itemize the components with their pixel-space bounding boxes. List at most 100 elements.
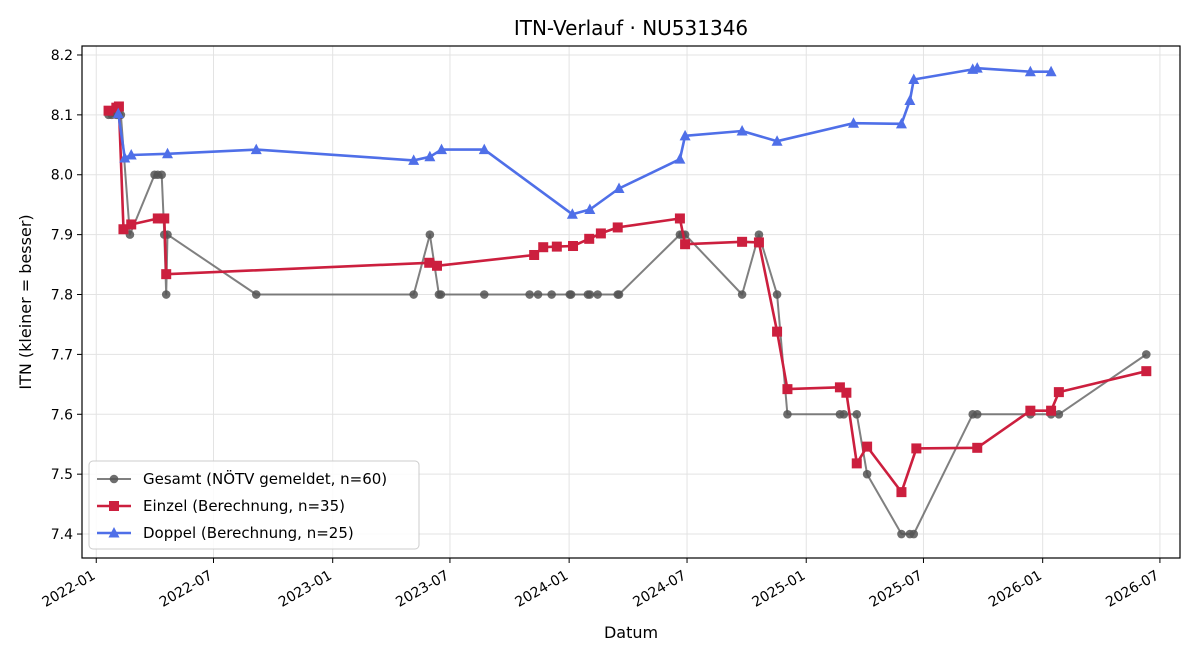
x-tick-label: 2026-01: [986, 568, 1045, 611]
data-point: [1054, 409, 1064, 419]
legend-label: Einzel (Berechnung, n=35): [143, 497, 345, 515]
data-point: [851, 458, 862, 469]
x-tick-label: 2022-07: [157, 568, 216, 611]
series-triangle: [112, 62, 1057, 219]
data-point: [103, 105, 114, 116]
plot-frame: [81, 45, 1181, 559]
x-axis: 2022-01 2022-07 2023-01 2023-07 2024-01 2024-…: [40, 558, 1162, 611]
data-point: [529, 249, 540, 260]
data-point: [109, 501, 119, 511]
data-point: [125, 148, 137, 160]
data-point: [566, 290, 576, 299]
y-tick-label: 7.7: [51, 347, 73, 363]
data-point: [1142, 350, 1151, 359]
data-point: [1053, 387, 1064, 398]
data-point: [736, 125, 748, 136]
data-point: [547, 290, 556, 299]
data-point: [612, 222, 623, 233]
data-point: [424, 150, 436, 162]
data-point: [408, 154, 420, 165]
data-point: [436, 143, 448, 155]
data-point: [568, 241, 579, 252]
data-point: [852, 409, 862, 419]
data-point: [585, 290, 595, 299]
data-point: [161, 269, 172, 280]
data-point: [584, 203, 596, 214]
data-point: [754, 230, 764, 239]
data-point: [896, 487, 907, 498]
data-point: [478, 143, 490, 155]
data-point: [425, 230, 435, 239]
legend: Gesamt (NÖTV gemeldet, n=60) Einzel (Bere…: [88, 460, 420, 550]
data-point: [112, 107, 124, 119]
y-tick-label: 8.1: [51, 108, 73, 124]
data-point: [595, 228, 606, 239]
data-point: [1025, 405, 1036, 416]
data-point: [679, 129, 691, 141]
data-point: [911, 443, 922, 454]
data-point: [118, 224, 129, 235]
data-point: [895, 117, 907, 129]
series-line: [108, 105, 1147, 494]
data-point: [251, 290, 261, 299]
data-point: [680, 239, 691, 250]
series-line: [117, 66, 1052, 216]
data-point: [551, 241, 562, 252]
legend-label: Gesamt (NÖTV gemeldet, n=60): [143, 469, 387, 488]
data-point: [753, 237, 764, 248]
x-tick-label: 2022-01: [40, 568, 99, 611]
data-point: [771, 135, 783, 146]
data-point: [250, 143, 262, 155]
x-axis-label: Datum: [604, 623, 658, 642]
y-tick-label: 7.8: [51, 288, 73, 304]
data-point: [113, 101, 124, 112]
data-point: [525, 290, 534, 299]
data-point: [834, 382, 845, 393]
data-point: [772, 290, 782, 299]
data-point: [971, 62, 983, 73]
data-point: [613, 182, 625, 194]
y-axis-label: ITN (kleiner = besser): [16, 214, 35, 389]
data-point: [152, 213, 163, 224]
chart-title: ITN-Verlauf · NU531346: [514, 16, 748, 40]
y-tick-label: 7.5: [51, 467, 73, 483]
data-point: [431, 260, 442, 271]
data-point: [909, 529, 919, 539]
x-tick-label: 2023-07: [393, 568, 452, 611]
data-point: [162, 147, 174, 159]
data-point: [1141, 366, 1152, 377]
data-point: [737, 290, 747, 299]
x-tick-label: 2025-01: [750, 568, 809, 611]
data-point: [972, 409, 982, 419]
data-point: [782, 384, 793, 395]
data-point: [584, 233, 595, 244]
y-tick-label: 7.4: [51, 527, 73, 543]
data-point: [593, 290, 602, 299]
data-point: [674, 153, 686, 164]
data-point: [862, 441, 873, 452]
y-tick-label: 7.9: [51, 228, 73, 244]
data-point: [1024, 65, 1036, 77]
data-point: [538, 242, 549, 253]
data-point: [772, 326, 783, 337]
data-point: [839, 409, 849, 419]
data-point: [904, 94, 916, 105]
data-point: [108, 527, 120, 538]
x-tick-label: 2024-01: [512, 568, 571, 611]
grid: [82, 46, 1180, 558]
x-tick-label: 2025-07: [867, 568, 926, 611]
data-point: [157, 170, 166, 180]
series-layer: [103, 62, 1152, 539]
y-tick-label: 8.0: [51, 168, 73, 184]
data-point: [737, 236, 748, 247]
data-point: [126, 219, 137, 230]
legend-label: Doppel (Berechnung, n=25): [143, 524, 354, 542]
data-point: [566, 208, 578, 219]
series-square: [103, 101, 1152, 498]
data-point: [424, 257, 435, 268]
data-point: [119, 151, 131, 163]
data-point: [862, 469, 872, 479]
legend-frame: [88, 460, 420, 550]
data-point: [409, 290, 418, 299]
x-tick-label: 2024-07: [630, 568, 689, 611]
